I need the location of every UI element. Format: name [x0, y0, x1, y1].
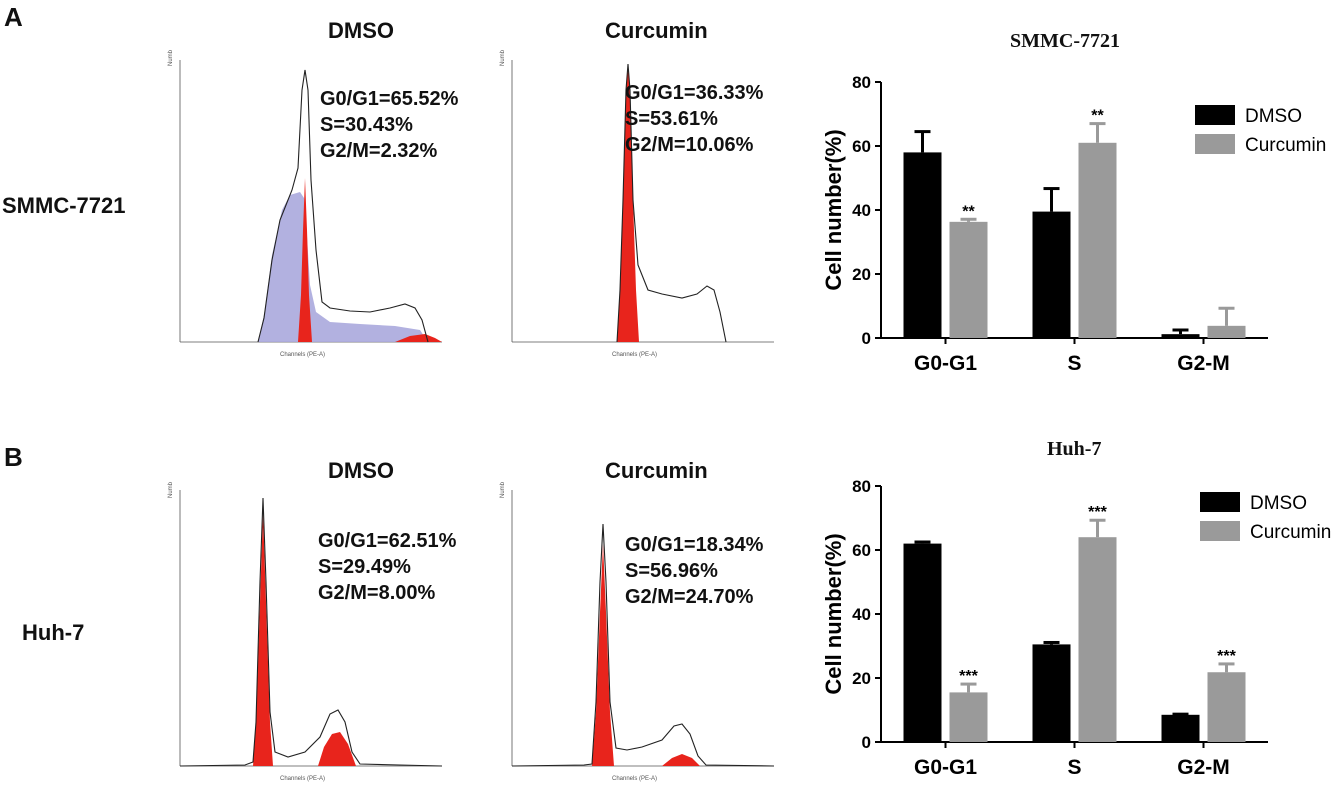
bar-curcumin-g0-g1 [949, 692, 988, 742]
stat-g0g1: G0/G1=62.51% [318, 530, 457, 552]
legend-label-curcumin: Curcumin [1245, 135, 1326, 156]
bar-chart-huh7: 0 20 40 60 80 Cell number(%) G0-G1 *** S *** G2-M *… [821, 477, 1331, 779]
legend-label-dmso: DMSO [1250, 493, 1307, 514]
hist-title-b-curcumin: Curcumin [605, 458, 708, 483]
legend-label-curcumin: Curcumin [1250, 522, 1331, 543]
significance-marker: ** [962, 203, 975, 220]
y-axis-label: Cell number(%) [821, 129, 846, 290]
hist-title-a-dmso: DMSO [328, 18, 394, 43]
panel-letter-b: B [4, 442, 23, 472]
y-tick-label: 80 [852, 73, 871, 92]
significance-marker: ** [1091, 108, 1104, 125]
stat-a-dmso: G0/G1=65.52% S=30.43% G2/M=2.32% [320, 86, 458, 164]
legend-swatch-dmso [1195, 105, 1235, 125]
y-tick-label: 40 [852, 201, 871, 220]
stat-g2m: G2/M=8.00% [318, 582, 436, 604]
bar-curcumin-g0-g1 [949, 221, 988, 338]
hist-title-a-curcumin: Curcumin [605, 18, 708, 43]
significance-marker: *** [1088, 504, 1107, 521]
bar-dmso-s [1032, 644, 1071, 742]
bar-chart-title-b: Huh-7 [1047, 438, 1102, 460]
svg-text:Number: Number [168, 50, 174, 66]
x-tick-label: G0-G1 [914, 756, 977, 779]
row-label-smmc: SMMC-7721 [2, 193, 126, 218]
histogram-a-dmso: Number Channels (PE-A) [168, 50, 442, 358]
y-tick-label: 60 [852, 541, 871, 560]
x-tick-label: G2-M [1177, 756, 1230, 779]
bar-chart-title-a: SMMC-7721 [1010, 30, 1120, 52]
bar-dmso-g0-g1 [903, 543, 942, 742]
y-tick-label: 20 [852, 265, 871, 284]
stat-b-curcumin: G0/G1=18.34% S=56.96% G2/M=24.70% [625, 532, 763, 610]
stat-g0g1: G0/G1=36.33% [625, 82, 764, 104]
legend-label-dmso: DMSO [1245, 106, 1302, 127]
legend-swatch-curcumin [1200, 521, 1240, 541]
x-tick-label: G0-G1 [914, 352, 977, 375]
x-tick-label: S [1067, 352, 1081, 375]
x-tick-label: S [1067, 756, 1081, 779]
bar-curcumin-s [1078, 537, 1117, 742]
stat-s: S=53.61% [625, 108, 718, 130]
histogram-a-curcumin: Number Channels (PE-A) [500, 50, 774, 358]
svg-text:Number: Number [168, 482, 174, 498]
y-tick-label: 40 [852, 605, 871, 624]
significance-marker: *** [1217, 648, 1236, 665]
bar-dmso-s [1032, 211, 1071, 338]
bar-curcumin-g2-m [1207, 325, 1246, 338]
hist-title-b-dmso: DMSO [328, 458, 394, 483]
stat-s: S=30.43% [320, 114, 413, 136]
svg-text:Number: Number [500, 482, 506, 498]
bar-chart-smmc: 0 20 40 60 80 Cell number(%) G0-G1 ** S ** G2-M DMS… [821, 73, 1326, 375]
bar-dmso-g0-g1 [903, 152, 942, 338]
panel-letter-a: A [4, 2, 23, 32]
bar-curcumin-g2-m [1207, 672, 1246, 742]
bar-curcumin-s [1078, 142, 1117, 338]
stat-s: S=29.49% [318, 556, 411, 578]
hist-xlabel: Channels (PE-A) [280, 776, 325, 782]
svg-text:Number: Number [500, 50, 506, 66]
hist-xlabel: Channels (PE-A) [612, 352, 657, 358]
stat-g2m: G2/M=2.32% [320, 140, 438, 162]
hist-xlabel: Channels (PE-A) [280, 352, 325, 358]
stat-g2m: G2/M=24.70% [625, 586, 754, 608]
stat-g0g1: G0/G1=18.34% [625, 534, 764, 556]
hist-xlabel: Channels (PE-A) [612, 776, 657, 782]
bar-dmso-g2-m [1161, 334, 1200, 338]
row-label-huh7: Huh-7 [22, 620, 85, 645]
y-tick-label: 0 [862, 733, 871, 752]
stat-s: S=56.96% [625, 560, 718, 582]
y-tick-label: 80 [852, 477, 871, 496]
stat-b-dmso: G0/G1=62.51% S=29.49% G2/M=8.00% [318, 528, 456, 606]
y-tick-label: 0 [862, 329, 871, 348]
legend-swatch-curcumin [1195, 134, 1235, 154]
y-axis-label: Cell number(%) [821, 533, 846, 694]
legend-swatch-dmso [1200, 492, 1240, 512]
histogram-b-curcumin: Number Channels (PE-A) [500, 482, 775, 782]
y-tick-label: 60 [852, 137, 871, 156]
stat-g0g1: G0/G1=65.52% [320, 88, 459, 110]
x-tick-label: G2-M [1177, 352, 1230, 375]
histogram-b-dmso: Number Channels (PE-A) [168, 482, 443, 782]
stat-g2m: G2/M=10.06% [625, 134, 754, 156]
stat-a-curcumin: G0/G1=36.33% S=53.61% G2/M=10.06% [625, 80, 763, 158]
y-tick-label: 20 [852, 669, 871, 688]
significance-marker: *** [959, 668, 978, 685]
bar-dmso-g2-m [1161, 714, 1200, 742]
